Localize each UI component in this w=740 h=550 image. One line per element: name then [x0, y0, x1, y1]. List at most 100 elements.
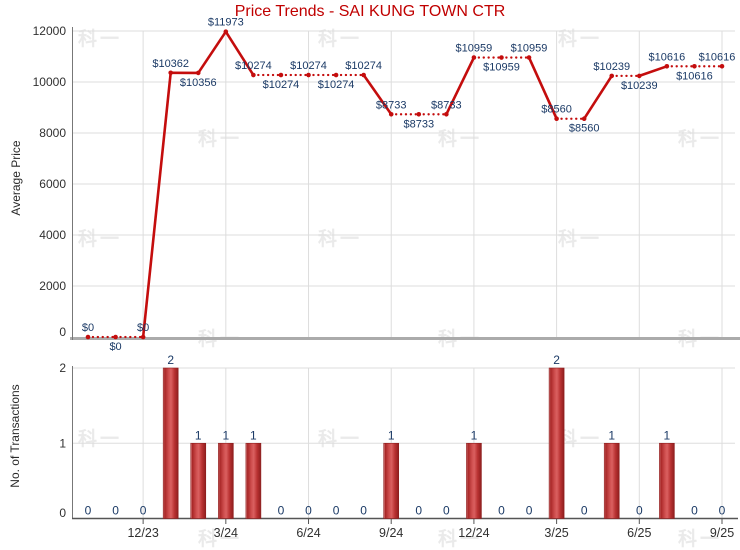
price-point-label: $11973	[208, 17, 244, 29]
price-point[interactable]	[113, 334, 118, 340]
watermark-text: 科一	[438, 129, 483, 150]
transaction-bar[interactable]	[245, 442, 262, 519]
transaction-bar[interactable]	[218, 442, 234, 519]
price-point[interactable]	[333, 72, 339, 78]
bar-value-label: 2	[553, 353, 560, 367]
price-point-label: $8733	[403, 118, 434, 130]
bar-value-label: 0	[333, 504, 340, 518]
bar-value-label: 2	[167, 353, 174, 367]
price-point-label: $10274	[235, 60, 272, 72]
x-tick-label: 12/24	[458, 526, 489, 540]
bar-value-label: 0	[85, 504, 92, 518]
y-tick-label: 8000	[39, 126, 66, 140]
price-line-segment-solid	[638, 65, 668, 78]
watermark-text: 科一	[318, 229, 363, 250]
price-point-label: $10616	[649, 51, 686, 63]
watermark-text: 科一	[318, 29, 363, 50]
watermark-text: 科一	[438, 529, 483, 550]
price-line-segment-solid	[362, 74, 393, 116]
watermark-text: 科一	[78, 229, 123, 250]
price-point[interactable]	[195, 70, 201, 76]
price-point[interactable]	[223, 29, 229, 34]
watermark-text: 科一	[558, 429, 603, 450]
watermark-text: 科一	[558, 229, 603, 250]
y-tick-label: 2	[59, 361, 66, 375]
price-point[interactable]	[251, 72, 256, 78]
bar-value-label: 0	[305, 504, 312, 518]
transaction-bar[interactable]	[659, 442, 675, 519]
price-line-segment-solid	[141, 72, 172, 338]
transaction-bar[interactable]	[603, 442, 620, 519]
bar-value-label: 0	[581, 504, 588, 518]
price-line-segment-solid	[445, 56, 476, 115]
x-tick-label: 9/24	[379, 526, 403, 540]
price-point[interactable]	[140, 334, 146, 340]
bar-value-label: 1	[222, 428, 229, 442]
price-point-label: $10959	[511, 43, 548, 55]
price-line-segment-solid	[583, 75, 613, 120]
bar-value-label: 0	[526, 504, 533, 518]
watermark-text: 科一	[678, 529, 723, 550]
price-point[interactable]	[416, 112, 422, 117]
y-tick-label: 0	[59, 506, 66, 520]
price-point[interactable]	[361, 72, 366, 78]
transaction-bar[interactable]	[162, 367, 179, 519]
price-point[interactable]	[471, 55, 477, 60]
watermark-text: 科一	[78, 429, 123, 450]
price-point-label: $10356	[180, 77, 217, 89]
price-point[interactable]	[306, 72, 311, 78]
price-point[interactable]	[581, 116, 587, 122]
x-tick-label: 3/25	[544, 526, 568, 540]
transaction-bar[interactable]	[548, 367, 565, 519]
price-point-label: $10239	[621, 80, 658, 92]
price-point[interactable]	[609, 73, 615, 79]
price-line-segment-solid	[197, 30, 227, 74]
price-point[interactable]	[526, 55, 532, 60]
price-point-label: $10616	[699, 51, 736, 63]
transaction-bar[interactable]	[383, 442, 400, 519]
x-tick-label: 12/23	[127, 526, 158, 540]
price-point[interactable]	[664, 63, 670, 69]
bar-value-label: 0	[498, 504, 505, 518]
price-point[interactable]	[168, 70, 173, 76]
price-point-label: $8733	[376, 99, 407, 111]
price-point-label: $10274	[318, 79, 355, 91]
bar-value-label: 0	[719, 504, 726, 518]
bar-value-label: 1	[664, 428, 671, 442]
y-tick-label: 4000	[39, 228, 66, 242]
transaction-bar[interactable]	[190, 442, 207, 519]
price-point-label: $10362	[152, 58, 189, 70]
watermark-text: 科一	[318, 429, 363, 450]
y-tick-label: 6000	[39, 177, 66, 191]
price-point-label: $0	[82, 322, 94, 334]
price-point[interactable]	[85, 334, 91, 340]
bar-value-label: 0	[360, 504, 367, 518]
avg-price-axis-label: Average Price	[9, 140, 23, 216]
watermark-text: 科一	[558, 29, 603, 50]
transaction-bar[interactable]	[466, 442, 482, 519]
price-point[interactable]	[444, 112, 449, 117]
price-point[interactable]	[388, 112, 394, 117]
price-point-label: $10274	[290, 60, 327, 72]
price-point-label: $8560	[569, 123, 600, 135]
price-point[interactable]	[719, 63, 725, 69]
bar-value-label: 0	[443, 504, 450, 518]
price-point[interactable]	[554, 116, 559, 122]
price-line-segment-solid	[527, 57, 558, 120]
price-point-label: $10959	[483, 62, 520, 74]
x-tick-label: 9/25	[710, 526, 734, 540]
price-point[interactable]	[278, 72, 284, 78]
y-tick-label: 0	[59, 325, 66, 339]
bar-value-label: 1	[250, 428, 257, 442]
y-tick-label: 2000	[39, 279, 66, 293]
bar-value-label: 1	[471, 428, 478, 442]
price-point[interactable]	[499, 55, 504, 60]
price-point-label: $10959	[456, 43, 493, 55]
price-point[interactable]	[692, 63, 697, 69]
price-point-label: $10274	[345, 60, 382, 72]
y-tick-label: 1	[59, 436, 66, 450]
bar-value-label: 0	[278, 504, 285, 518]
bar-value-label: 0	[691, 504, 698, 518]
price-point[interactable]	[637, 73, 642, 79]
